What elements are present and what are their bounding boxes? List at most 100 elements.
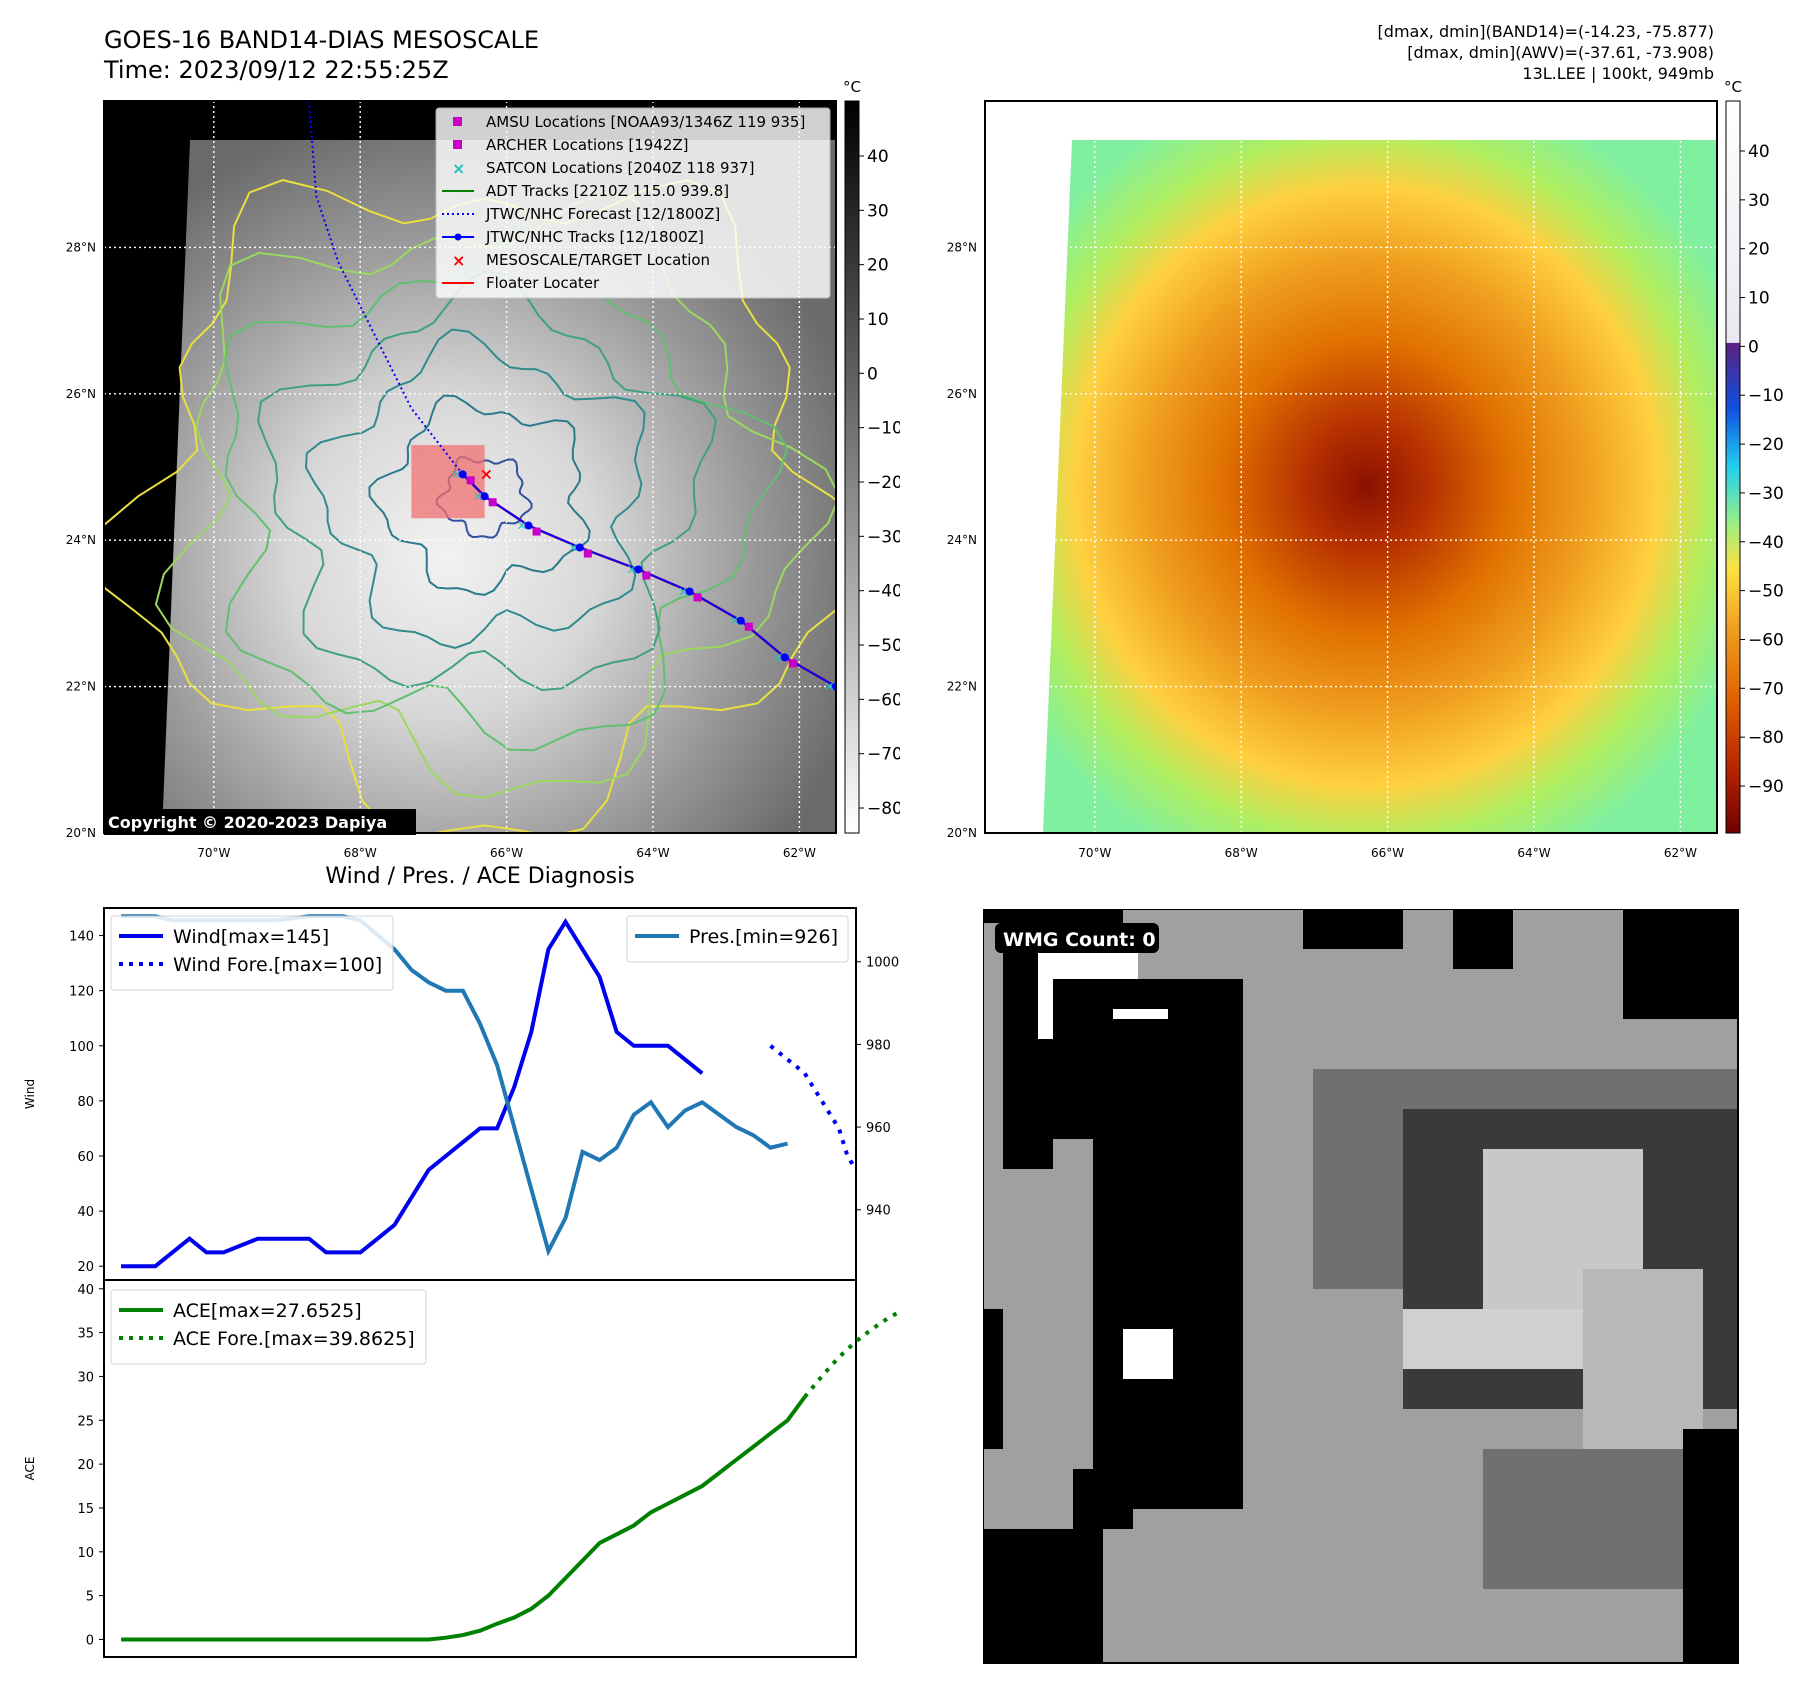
forecast-track-line <box>308 101 464 475</box>
colorbar-tick-label: 20 <box>867 256 889 276</box>
chart-legend-box <box>626 915 849 963</box>
series-line <box>121 918 704 1269</box>
legend-marker <box>453 117 462 126</box>
temperature-contour <box>304 328 646 649</box>
colorbar-tick-label: 10 <box>1748 289 1770 309</box>
colorbar-tick-label: −40 <box>1748 533 1784 553</box>
legend-marker: × <box>452 251 465 270</box>
wmg-block <box>1403 1309 1603 1369</box>
y-tick-label: 0 <box>86 1633 94 1648</box>
series-line <box>769 1044 858 1171</box>
satcon-location-marker: × <box>678 584 689 599</box>
lon-label: 62°W <box>1664 846 1697 860</box>
y-tick-label: 60 <box>77 1150 94 1165</box>
colorbar-tick-label: 0 <box>1748 337 1759 357</box>
y-tick-label: 5 <box>86 1590 94 1605</box>
jtwc-track-point <box>458 470 467 479</box>
lon-label: 70°W <box>1078 846 1111 860</box>
map-legend: AMSU Locations [NOAA93/1346Z 119 935] ARC… <box>435 107 831 299</box>
lon-label: 70°W <box>197 846 230 860</box>
diagnosis-chart-panel: 204060801001201409409609801000PressureWi… <box>23 907 900 1658</box>
satcon-location-marker: × <box>568 541 579 556</box>
colorbar-tick-label: −30 <box>1748 484 1784 504</box>
colorbar2-unit: °C <box>1724 78 1742 96</box>
lat-label: 26°N <box>66 387 96 401</box>
y-tick-label: 80 <box>77 1095 94 1110</box>
y-tick-label: 25 <box>77 1414 94 1429</box>
jtwc-track-point <box>634 565 643 574</box>
legend-label: SATCON Locations [2040Z 118 937] <box>486 159 754 177</box>
lon-label: 64°W <box>1517 846 1550 860</box>
band14-map-panel: × × × × × × × × × × 28°N 26°N 24°N 22°N 20°N 70°W 68°W 6… <box>66 78 900 860</box>
amsu-location-marker <box>466 476 475 485</box>
legend-label: MESOSCALE/TARGET Location <box>486 251 710 269</box>
y-axis-label: ACE <box>23 1457 37 1481</box>
lon-label: 62°W <box>783 846 816 860</box>
y-tick-label: 120 <box>69 985 94 1000</box>
legend-label: JTWC/NHC Tracks [12/1800Z] <box>485 228 704 246</box>
y2-tick-label: 980 <box>866 1038 891 1053</box>
colorbar-tick-label: 40 <box>867 147 889 167</box>
colorbar1-unit: °C <box>843 78 861 96</box>
chart-legend-label: Wind Fore.[max=100] <box>173 954 382 976</box>
jtwc-track-point <box>685 587 694 596</box>
chart-legend-label: ACE[max=27.6525] <box>173 1300 362 1322</box>
amsu-location-marker <box>488 498 497 507</box>
y-tick-label: 20 <box>77 1260 94 1275</box>
y-tick-label: 35 <box>77 1327 94 1342</box>
y-tick-label: 10 <box>77 1546 94 1561</box>
wmg-block <box>983 1529 1103 1663</box>
satcon-location-marker: × <box>451 467 462 482</box>
colorbar-tick-label: −40 <box>867 582 900 602</box>
copyright-box <box>104 809 416 835</box>
storm-info: 13L.LEE | 100kt, 949mb <box>1522 64 1714 83</box>
amsu-location-marker <box>642 571 651 580</box>
chart-legend-label: Wind[max=145] <box>173 926 329 948</box>
colorbar-tick-label: 10 <box>867 310 889 330</box>
figure-title: GOES-16 BAND14-DIAS MESOSCALE <box>104 26 540 54</box>
awv-cloud-field <box>1043 140 1717 833</box>
target-location-marker: × <box>480 464 493 483</box>
y-tick-label: 40 <box>77 1283 94 1298</box>
legend-box <box>435 107 831 299</box>
colorbar-awv <box>1725 100 1741 834</box>
lon-label: 66°W <box>1371 846 1404 860</box>
wmg-block <box>1073 1469 1133 1529</box>
y-tick-label: 20 <box>77 1458 94 1473</box>
wmg-block <box>1113 1009 1168 1019</box>
y-tick-label: 100 <box>69 1040 94 1055</box>
colorbar-tick-label: 40 <box>1748 142 1770 162</box>
series-line <box>121 1395 807 1642</box>
colorbar-tick-label: −70 <box>1748 679 1784 699</box>
colorbar-tick-label: −20 <box>1748 435 1784 455</box>
chart-legend-label: Pres.[min=926] <box>689 926 838 948</box>
lat-label: 24°N <box>947 533 977 547</box>
legend-label: Floater Locater <box>486 274 600 292</box>
legend-label: JTWC/NHC Forecast [12/1800Z] <box>485 205 720 223</box>
lat-label: 26°N <box>947 387 977 401</box>
wmg-block <box>1213 1239 1233 1259</box>
colorbar-tick-label: −80 <box>1748 728 1784 748</box>
amsu-location-marker <box>583 549 592 558</box>
temperature-contour <box>223 218 789 752</box>
lat-label: 20°N <box>66 826 96 840</box>
dmax-awv: [dmax, dmin](AWV)=(-37.61, -73.908) <box>1407 43 1714 62</box>
lat-label: 20°N <box>947 826 977 840</box>
legend-marker-dot <box>454 233 462 241</box>
copyright: Copyright © 2020-2023 Dapiya <box>108 813 387 832</box>
lat-label: 24°N <box>66 533 96 547</box>
y2-tick-label: 940 <box>866 1204 891 1219</box>
dmax-band14: [dmax, dmin](BAND14)=(-14.23, -75.877) <box>1377 22 1714 41</box>
lon-label: 66°W <box>490 846 523 860</box>
wmg-block <box>983 909 1123 923</box>
colorbar-tick-label: −60 <box>1748 630 1784 650</box>
y2-tick-label: 960 <box>866 1121 891 1136</box>
wmg-block <box>983 1309 1003 1449</box>
lon-label: 68°W <box>1225 846 1258 860</box>
y-tick-label: 30 <box>77 1370 94 1385</box>
colorbar-tick-label: −50 <box>867 636 900 656</box>
colorbar-tick-label: 0 <box>867 364 878 384</box>
amsu-location-marker <box>532 527 541 536</box>
colorbar-tick-label: 30 <box>1748 191 1770 211</box>
wmg-block <box>1303 909 1403 949</box>
